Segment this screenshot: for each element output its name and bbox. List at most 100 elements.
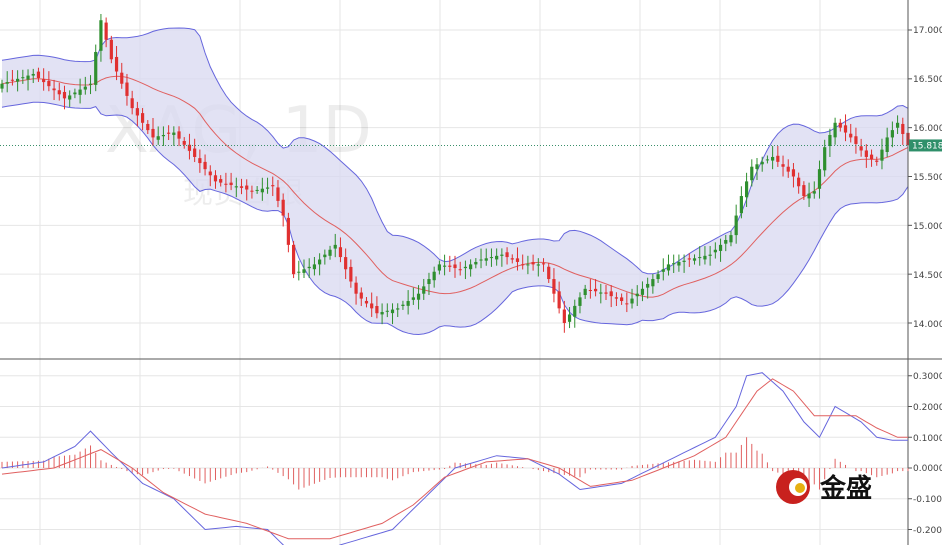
candle-body [880, 149, 884, 161]
candle-body [599, 292, 603, 294]
candle-body [229, 182, 233, 186]
candle-body [135, 108, 139, 116]
candle-body [672, 263, 676, 265]
candle-body [729, 235, 733, 243]
candle-body [276, 187, 280, 201]
candle-body [640, 288, 645, 295]
candle-body [828, 134, 832, 147]
candle-body [843, 125, 848, 133]
candle-body [495, 255, 499, 260]
candle-body [198, 158, 202, 164]
candle-body [333, 244, 337, 249]
candle-body [307, 266, 311, 269]
candle-body [567, 314, 572, 322]
current-price-tag: 15.818 [909, 139, 942, 152]
candle-body [31, 73, 35, 76]
candle-body [802, 185, 806, 197]
candle-body [442, 265, 447, 267]
price-tick-label: 15.000 [913, 222, 942, 232]
candle-body [890, 130, 894, 138]
candle-body [479, 259, 483, 261]
candle-body [302, 269, 306, 273]
candle-body [156, 136, 160, 140]
candle-body [661, 269, 665, 272]
candle-body [297, 271, 301, 273]
macd-panel[interactable] [1, 372, 909, 545]
price-tick-label: 17.000 [913, 26, 942, 36]
logo-emblem-core [795, 483, 805, 493]
candle-body [651, 279, 655, 287]
candle-body [541, 263, 546, 265]
candle-body [797, 177, 801, 187]
candle-body [328, 249, 332, 256]
candle-body [208, 171, 212, 176]
candle-body [666, 264, 671, 271]
price-tick-label: 14.000 [913, 320, 942, 330]
candle-body [807, 193, 811, 199]
candle-body [401, 304, 405, 307]
price-tick-label: 16.000 [913, 124, 942, 134]
candle-body [193, 148, 197, 157]
candle-body [130, 98, 134, 109]
candle-body [750, 166, 754, 181]
candle-body [885, 137, 889, 152]
candle-body [474, 261, 478, 265]
candle-body [515, 258, 520, 262]
candle-body [36, 71, 41, 79]
candle-body [62, 91, 67, 99]
logo-text: 金盛 [819, 473, 872, 504]
candle-body [614, 297, 619, 299]
candle-body [854, 136, 858, 144]
candle-body [318, 259, 322, 265]
candle-body [869, 154, 874, 160]
candle-body [692, 258, 697, 261]
candle-body [536, 264, 540, 266]
candle-body [469, 264, 473, 270]
candle-body [21, 77, 25, 79]
candle-body [901, 123, 905, 135]
candle-body [791, 169, 796, 177]
candle-body [16, 78, 20, 82]
candle-body [390, 309, 395, 314]
candle-body [364, 300, 369, 304]
candle-body [224, 183, 228, 185]
candle-body [0, 83, 4, 89]
candle-body [484, 258, 488, 261]
candle-body [458, 269, 462, 271]
candle-body [583, 288, 587, 296]
candle-body [739, 196, 743, 214]
candle-body [708, 254, 712, 256]
price-panel[interactable] [0, 13, 910, 336]
candle-body [203, 161, 207, 170]
price-tick-label: 15.500 [913, 173, 942, 183]
candle-body [823, 147, 827, 171]
candle-body [26, 75, 30, 80]
candle-body [687, 258, 691, 260]
candle-body [375, 306, 379, 314]
candle-body [547, 266, 551, 280]
bollinger-middle-line [1, 75, 909, 298]
candle-body [760, 161, 764, 165]
candle-body [323, 254, 327, 258]
candle-body [593, 288, 598, 292]
candle-body [177, 131, 181, 139]
candle-body [10, 79, 15, 81]
candle-body [838, 122, 842, 128]
candle-body [312, 264, 317, 270]
candle-body [213, 175, 218, 182]
candle-body [781, 164, 785, 167]
candle-body [151, 128, 155, 138]
candle-body [120, 72, 124, 84]
price-tick-label: 16.500 [913, 75, 942, 85]
candle-body [864, 150, 868, 157]
candle-body [630, 298, 634, 304]
candle-body [219, 179, 223, 183]
candle-body [286, 217, 290, 245]
candle-body [734, 215, 738, 236]
candle-body [833, 122, 837, 138]
candle-body [682, 260, 686, 262]
candle-body [859, 146, 863, 151]
candle-body [771, 156, 775, 161]
candle-body [291, 244, 296, 275]
